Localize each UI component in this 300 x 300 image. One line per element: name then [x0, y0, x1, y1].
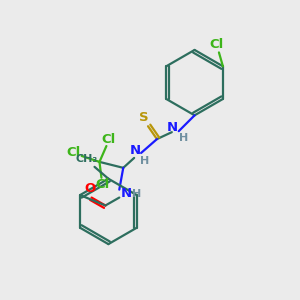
Text: N: N — [121, 187, 132, 200]
Text: Cl: Cl — [210, 38, 224, 51]
Text: S: S — [139, 111, 149, 124]
Text: Cl: Cl — [67, 146, 81, 160]
Text: O: O — [84, 182, 95, 195]
Text: Cl: Cl — [95, 178, 110, 191]
Text: CH₃: CH₃ — [76, 154, 98, 164]
Text: Cl: Cl — [101, 133, 116, 146]
Text: N: N — [130, 145, 141, 158]
Text: N: N — [167, 121, 178, 134]
Text: H: H — [179, 133, 188, 143]
Text: H: H — [140, 156, 150, 166]
Text: H: H — [131, 189, 141, 199]
